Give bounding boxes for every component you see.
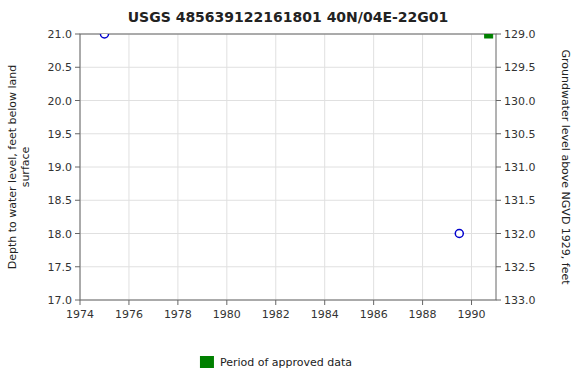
legend-swatch	[200, 356, 214, 368]
tick-label: 20.5	[48, 61, 73, 74]
tick-label: 1986	[360, 308, 388, 321]
grid-line	[80, 233, 496, 234]
grid-line	[80, 200, 496, 201]
tick-label: 130.0	[504, 95, 536, 108]
tick-label: 133.0	[504, 294, 536, 307]
legend: Period of approved data	[200, 356, 352, 369]
tick	[75, 167, 80, 168]
legend-label: Period of approved data	[220, 356, 352, 369]
tick-label: 1990	[458, 308, 486, 321]
axes: 1974 1976 1978 1980 1982 1984 1986 1988 1990 17.0…	[48, 28, 536, 321]
axis-label: Depth to water level, feet below landsur…	[6, 65, 32, 270]
tick	[422, 300, 423, 305]
tick-label: 18.5	[48, 194, 73, 207]
tick-label: 18.0	[48, 228, 73, 241]
tick	[496, 167, 501, 168]
tick	[75, 300, 80, 301]
plot-frame	[80, 34, 496, 300]
tick-label: 129.0	[504, 28, 536, 41]
tick	[75, 266, 80, 267]
tick	[177, 300, 178, 305]
series	[485, 34, 493, 38]
tick-label: 19.5	[48, 128, 73, 141]
tick-label: 132.0	[504, 228, 536, 241]
tick	[496, 200, 501, 201]
grid	[80, 34, 496, 300]
tick-label: 17.0	[48, 294, 73, 307]
tick-label: 21.0	[48, 28, 73, 41]
tick-label: 19.0	[48, 161, 73, 174]
tick-label: 1976	[115, 308, 143, 321]
axis-label-line: Depth to water level, feet below land	[6, 65, 19, 270]
axis-label: Groundwater level above NGVD 1929, feet	[559, 49, 572, 285]
tick	[496, 233, 501, 234]
tick	[496, 133, 501, 134]
tick-label: 132.5	[504, 261, 536, 274]
marks	[100, 34, 492, 238]
tick	[496, 100, 501, 101]
tick	[471, 300, 472, 305]
tick-label: 130.5	[504, 128, 536, 141]
tick	[75, 34, 80, 35]
tick-label: 1988	[409, 308, 437, 321]
tick	[75, 233, 80, 234]
grid-line	[80, 167, 496, 168]
grid-line	[80, 67, 496, 68]
tick	[75, 133, 80, 134]
tick	[373, 300, 374, 305]
series	[100, 34, 463, 238]
axis-label-line: surface	[19, 146, 32, 187]
tick-label: 20.0	[48, 95, 73, 108]
tick	[496, 34, 501, 35]
grid-line	[80, 266, 496, 267]
tick	[75, 200, 80, 201]
tick	[75, 100, 80, 101]
tick	[496, 266, 501, 267]
tick-label: 131.5	[504, 194, 536, 207]
tick	[496, 300, 501, 301]
tick-label: 17.5	[48, 261, 73, 274]
tick	[75, 67, 80, 68]
point	[485, 34, 493, 38]
grid-line	[80, 100, 496, 101]
tick-label: 129.5	[504, 61, 536, 74]
tick-label: 1980	[213, 308, 241, 321]
tick-label: 1974	[66, 308, 94, 321]
title: USGS 485639122161801 40N/04E-22G01	[128, 9, 449, 25]
tick	[496, 67, 501, 68]
point	[100, 34, 108, 38]
tick	[226, 300, 227, 305]
tick	[275, 300, 276, 305]
tick-label: 131.0	[504, 161, 536, 174]
chart: 1974 1976 1978 1980 1982 1984 1986 1988 1990 17.0…	[0, 0, 576, 384]
tick	[324, 300, 325, 305]
grid-line	[80, 133, 496, 134]
tick-label: 1978	[164, 308, 192, 321]
tick	[80, 300, 81, 305]
tick	[128, 300, 129, 305]
tick-label: 1982	[262, 308, 290, 321]
point	[455, 230, 463, 238]
tick-label: 1984	[311, 308, 339, 321]
